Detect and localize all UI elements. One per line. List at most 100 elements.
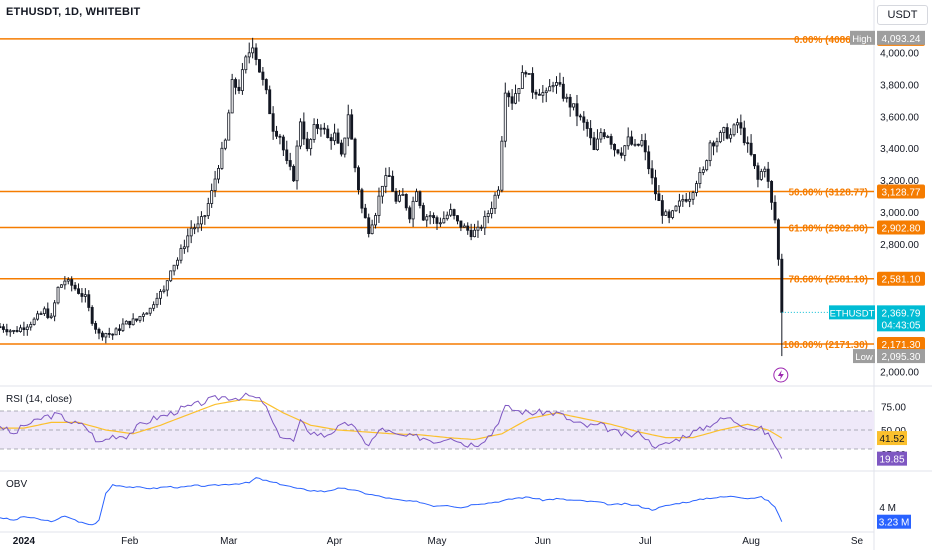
candle-body — [271, 113, 275, 132]
candle-body — [592, 137, 596, 151]
candle-body — [353, 138, 357, 169]
candle-body — [182, 246, 186, 249]
price-tick-label: 3,800.00 — [880, 81, 919, 92]
candle-body — [674, 205, 678, 212]
candle-body — [770, 180, 774, 203]
candle-body — [408, 207, 412, 220]
fib-price-tag — [877, 220, 925, 235]
candle-body — [179, 248, 183, 261]
candle-body — [650, 168, 654, 179]
candle-body — [360, 189, 364, 209]
candle-body — [39, 313, 43, 315]
candle-body — [329, 137, 333, 142]
candle-body — [322, 127, 326, 130]
candle-body — [77, 288, 80, 294]
candle-body — [507, 92, 511, 98]
candle-body — [575, 103, 579, 117]
candle-body — [49, 315, 53, 318]
candle-body — [336, 132, 340, 144]
candle-body — [196, 223, 200, 229]
candle-body — [705, 160, 709, 171]
candle-body — [128, 320, 132, 326]
candle-body — [616, 149, 620, 154]
candle-body — [688, 198, 692, 202]
candle-body — [210, 190, 214, 204]
candle-body — [657, 193, 661, 202]
candle-body — [677, 200, 681, 207]
time-tick-label: Jun — [535, 536, 551, 547]
fib-price-tag — [877, 336, 925, 351]
currency-selector[interactable]: USDT — [877, 5, 928, 25]
fib-price-tag-label: 2,581.10 — [882, 275, 921, 286]
candle-body — [377, 195, 381, 216]
high-tag — [850, 30, 875, 45]
candle-body — [524, 72, 528, 75]
candle-body — [619, 152, 623, 156]
candle-body — [138, 315, 142, 321]
candle-body — [623, 145, 627, 156]
candle-body — [486, 213, 490, 217]
candle-body — [370, 224, 374, 235]
candle-body — [746, 142, 750, 145]
candle-body — [240, 69, 244, 92]
candle-body — [664, 211, 668, 216]
candle-body — [244, 56, 248, 71]
candle-body — [432, 215, 436, 219]
candle-body — [56, 286, 60, 304]
candle-body — [374, 215, 378, 226]
candle-body — [176, 259, 179, 266]
candle-body — [305, 138, 309, 150]
candle-body — [756, 165, 760, 180]
candle-body — [206, 203, 210, 217]
candle-body — [613, 143, 616, 151]
candle-body — [640, 140, 644, 146]
candle-body — [42, 308, 46, 314]
candle-body — [346, 114, 350, 139]
fib-label: 100.00% (2171.30) — [783, 340, 868, 351]
candle-body — [636, 143, 640, 146]
candle-body — [217, 168, 220, 180]
candle-body — [165, 280, 169, 291]
candle-body — [415, 191, 418, 202]
candle-body — [227, 112, 231, 141]
rsi-tick-label: 75.00 — [881, 402, 906, 413]
fib-price-tag-label: 3,128.77 — [882, 187, 921, 198]
last-price-label: 2,369.79 — [882, 308, 921, 319]
candle-body — [66, 279, 70, 282]
price-tick-label: 4,000.00 — [880, 49, 919, 60]
time-tick-label: Apr — [327, 536, 343, 547]
candle-body — [135, 318, 139, 321]
candle-body — [490, 208, 494, 214]
last-price-tag — [877, 305, 925, 332]
candle-body — [343, 137, 347, 155]
candle-body — [578, 115, 582, 118]
fib-label: 0.00% (4086.23) — [794, 35, 868, 46]
candle-body — [384, 175, 388, 187]
time-tick-label: Aug — [742, 536, 760, 547]
candle-body — [36, 313, 40, 320]
candle-body — [63, 280, 67, 286]
candle-body — [46, 308, 50, 318]
price-tick-label: 3,400.00 — [880, 144, 919, 155]
candle-body — [25, 326, 29, 330]
candle-body — [633, 143, 637, 146]
candle-body — [281, 136, 285, 151]
candle-body — [749, 142, 753, 155]
candle-body — [456, 215, 459, 222]
candle-body — [220, 147, 224, 169]
candle-body — [363, 207, 367, 219]
candle-body — [671, 210, 675, 218]
candle-body — [298, 121, 302, 147]
candle-body — [647, 151, 651, 170]
candle-body — [90, 307, 94, 324]
candle-body — [107, 333, 111, 335]
candle-body — [445, 214, 449, 220]
time-tick-label: May — [428, 536, 447, 547]
candle-body — [111, 333, 115, 336]
candle-body — [602, 132, 606, 138]
candle-body — [155, 297, 159, 306]
candle-body — [715, 141, 719, 147]
candle-body — [295, 145, 299, 182]
fib-price-tag — [877, 184, 925, 199]
candle-body — [394, 190, 398, 202]
